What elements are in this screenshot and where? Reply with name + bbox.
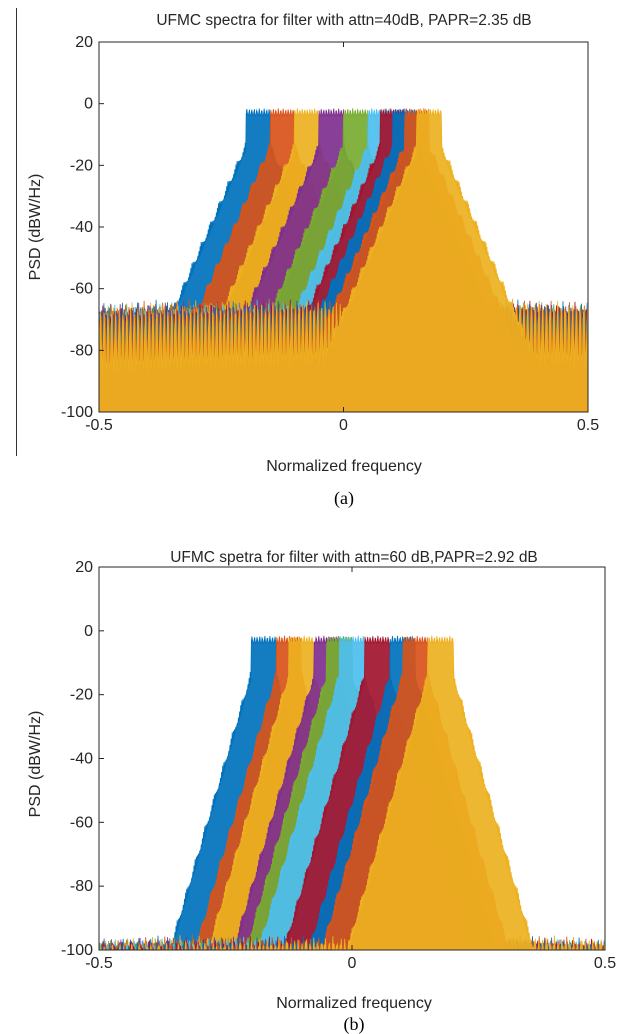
panel-b: UFMC spetra for filter with attn=60 dB,P… bbox=[27, 549, 616, 1034]
plot-area bbox=[98, 41, 589, 413]
y-tick-label: -100 bbox=[61, 942, 93, 959]
y-tick-label: 0 bbox=[84, 96, 93, 113]
series-10-outline bbox=[99, 635, 605, 950]
x-tick-label: 0.5 bbox=[577, 417, 599, 434]
series-2-spectrum bbox=[99, 635, 605, 950]
series-6-outline bbox=[99, 635, 605, 950]
x-tick-label: -0.5 bbox=[85, 955, 113, 972]
series-7-spectrum bbox=[99, 635, 605, 950]
y-axis-label: PSD (dBW/Hz) bbox=[27, 174, 44, 281]
x-tick-label: 0 bbox=[339, 417, 348, 434]
x-tick-labels: -0.5 0 0.5 bbox=[85, 417, 599, 434]
y-tick-label: -60 bbox=[70, 814, 93, 831]
y-axis-label: PSD (dBW/Hz) bbox=[27, 711, 44, 818]
y-tick-label: -80 bbox=[70, 342, 93, 359]
y-tick-label: -60 bbox=[70, 281, 93, 298]
series-10-spectrum bbox=[99, 108, 588, 412]
margin-rule bbox=[16, 8, 17, 456]
x-tick-label: -0.5 bbox=[85, 417, 113, 434]
caption-b: (b) bbox=[344, 1014, 365, 1034]
x-tick-label: 0 bbox=[348, 955, 357, 972]
y-tick-label: -40 bbox=[70, 219, 93, 236]
series-7-outline bbox=[99, 635, 605, 950]
y-tick-label: 20 bbox=[75, 559, 93, 576]
panel-a: UFMC spectra for filter with attn=40dB, … bbox=[27, 12, 599, 509]
y-tick-label: -100 bbox=[61, 404, 93, 421]
y-tick-labels: 20 0 -20 -40 -60 -80 -100 bbox=[61, 559, 93, 959]
y-tick-label: -20 bbox=[70, 687, 93, 704]
x-axis-label: Normalized frequency bbox=[266, 458, 422, 475]
series-9-outline bbox=[99, 635, 605, 950]
x-axis-label: Normalized frequency bbox=[276, 995, 432, 1012]
y-tick-label: -20 bbox=[70, 157, 93, 174]
y-tick-label: 20 bbox=[75, 34, 93, 51]
series-10-spectrum bbox=[99, 635, 605, 950]
y-tick-label: 0 bbox=[84, 623, 93, 640]
x-tick-labels: -0.5 0 0.5 bbox=[85, 955, 616, 972]
chart-title: UFMC spectra for filter with attn=40dB, … bbox=[156, 12, 531, 29]
series-10-outline bbox=[99, 108, 588, 375]
x-tick-label: 0.5 bbox=[594, 955, 616, 972]
y-tick-labels: 20 0 -20 -40 -60 -80 -100 bbox=[61, 34, 93, 421]
y-tick-label: -80 bbox=[70, 878, 93, 895]
caption-a: (a) bbox=[334, 488, 354, 509]
plot-area bbox=[98, 566, 606, 951]
y-tick-label: -40 bbox=[70, 751, 93, 768]
chart-title: UFMC spetra for filter with attn=60 dB,P… bbox=[170, 549, 538, 566]
